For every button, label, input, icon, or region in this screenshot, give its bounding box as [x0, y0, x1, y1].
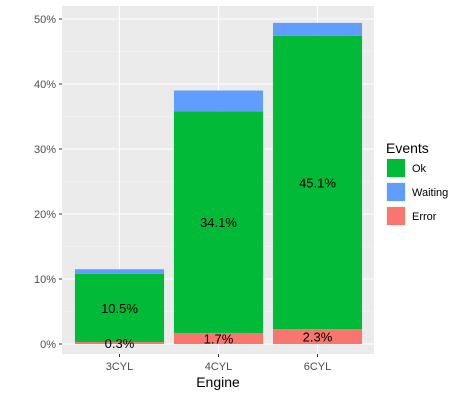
bar-error-3cyl: [74, 342, 165, 344]
legend-label-waiting: Waiting: [412, 187, 448, 199]
legend-key-waiting: [387, 183, 405, 201]
bar-ok-6cyl: [272, 35, 363, 330]
bar-waiting-4cyl: [173, 90, 264, 112]
legend: Events Ok Waiting Error: [386, 140, 448, 226]
data-label: 2.3%: [303, 330, 333, 345]
legend-key-ok: [387, 159, 405, 177]
x-axis-title: Engine: [196, 374, 240, 390]
y-tick-label: 10%: [34, 274, 56, 286]
y-tick-label: 50%: [34, 14, 56, 26]
y-tick-label: 0%: [40, 339, 56, 351]
x-tick-label: 6CYL: [304, 361, 332, 373]
x-axis: 3CYL 4CYL 6CYL: [106, 354, 332, 373]
bar-waiting-6cyl: [272, 22, 363, 36]
legend-title: Events: [386, 140, 429, 156]
bar-error-6cyl: [272, 329, 363, 344]
data-label: 45.1%: [299, 175, 336, 190]
bar-waiting-3cyl: [74, 269, 165, 274]
y-tick-label: 20%: [34, 209, 56, 221]
legend-label-ok: Ok: [412, 163, 427, 175]
x-tick-label: 3CYL: [106, 361, 134, 373]
bar-ok-4cyl: [173, 111, 264, 333]
y-tick-label: 40%: [34, 79, 56, 91]
data-label: 10.5%: [101, 301, 138, 316]
x-tick-label: 4CYL: [205, 361, 233, 373]
bar-error-4cyl: [173, 332, 264, 344]
bar-labels: 0.3% 10.5% 1.7% 34.1% 2.3% 45.1%: [101, 175, 336, 351]
legend-key-error: [387, 207, 405, 225]
legend-label-error: Error: [412, 211, 437, 223]
y-tick-label: 30%: [34, 144, 56, 156]
y-axis: 0% 10% 20% 30% 40% 50%: [34, 14, 62, 351]
data-label: 34.1%: [200, 215, 237, 230]
data-label: 1.7%: [204, 331, 234, 346]
data-label: 0.3%: [105, 336, 135, 351]
bar-ok-3cyl: [74, 273, 165, 343]
bars: [74, 22, 363, 344]
